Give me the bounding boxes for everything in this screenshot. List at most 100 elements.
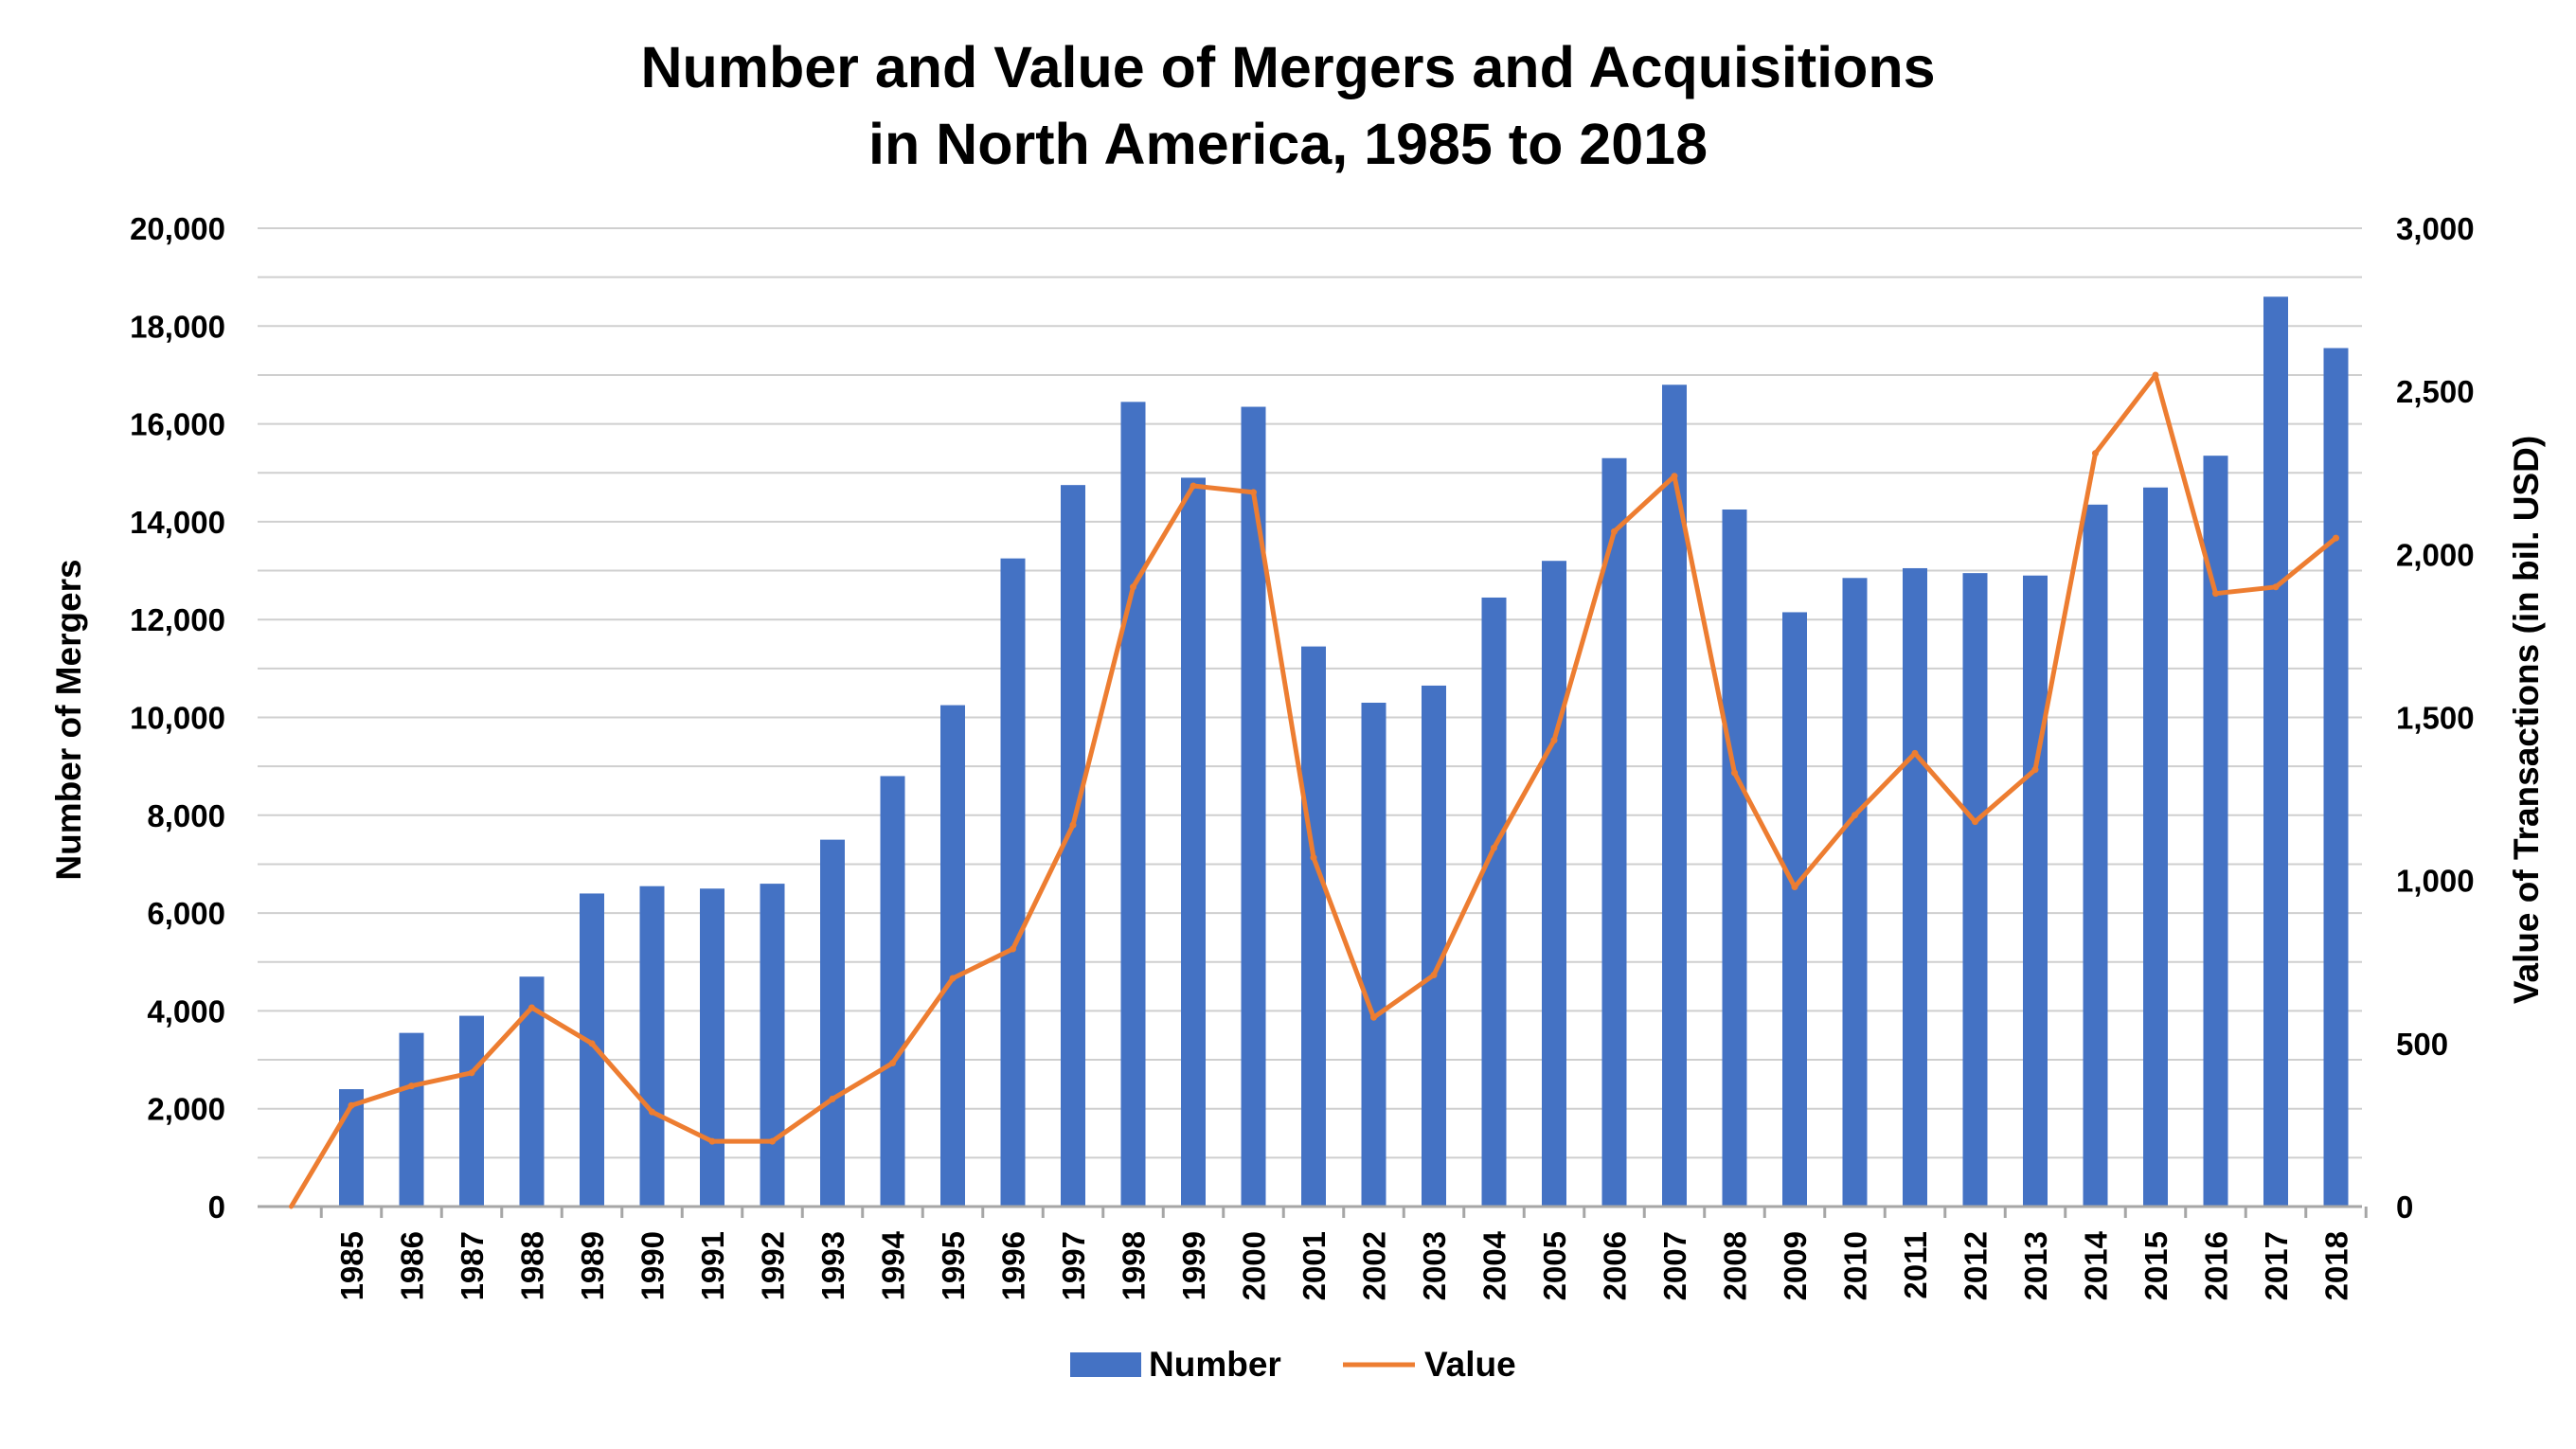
value-point-2013	[2031, 766, 2039, 774]
value-point-2007	[1671, 473, 1678, 480]
bar-1999	[1181, 477, 1206, 1207]
value-point-2015	[2152, 371, 2159, 379]
x-tick-label-2011: 2011	[1898, 1231, 1933, 1299]
right-tick-label: 1,500	[2396, 701, 2475, 736]
value-point-2003	[1430, 972, 1438, 979]
bar-1996	[1000, 558, 1026, 1207]
bar-2016	[2203, 456, 2228, 1207]
right-tick-label: 3,000	[2396, 211, 2475, 246]
bar-2004	[1481, 597, 1507, 1207]
right-tick-label: 0	[2396, 1190, 2413, 1225]
value-point-1991	[708, 1137, 716, 1145]
x-tick-label-2009: 2009	[1778, 1231, 1813, 1300]
x-tick-label-2018: 2018	[2319, 1231, 2354, 1300]
bar-2013	[2023, 575, 2048, 1207]
left-tick-label: 16,000	[130, 407, 225, 442]
value-point-2004	[1491, 844, 1497, 851]
value-point-2002	[1370, 1013, 1377, 1021]
chart-title-line-2: in North America, 1985 to 2018	[868, 112, 1708, 176]
bar-series-number	[339, 296, 2349, 1208]
right-axis-ticks: 0 500 1,000 1,500 2,000 2,500 3,000	[2396, 211, 2475, 1225]
legend-label-value: Value	[1424, 1345, 1516, 1384]
bar-2002	[1361, 703, 1386, 1207]
x-tick-label-1998: 1998	[1117, 1231, 1152, 1300]
line-series-value	[289, 371, 2339, 1209]
x-tick-label-1995: 1995	[936, 1231, 971, 1300]
x-tick-label-1991: 1991	[695, 1231, 730, 1300]
value-point-1993	[829, 1095, 836, 1102]
x-tick-label-2007: 2007	[1657, 1231, 1692, 1300]
x-tick-label-1993: 1993	[815, 1231, 850, 1300]
right-axis-label: Value of Transactions (in bil. USD)	[2507, 436, 2546, 1004]
value-point-2018	[2333, 534, 2339, 542]
value-point-1996	[1010, 945, 1016, 953]
right-tick-label: 1,000	[2396, 864, 2475, 899]
x-tick-label-2002: 2002	[1357, 1231, 1392, 1300]
bar-2001	[1301, 646, 1326, 1207]
bar-2009	[1782, 612, 1807, 1207]
left-axis-ticks: 0 2,000 4,000 6,000 8,000 10,000 12,000 14,000 1…	[130, 211, 225, 1225]
right-tick-label: 2,000	[2396, 537, 2475, 572]
left-tick-label: 20,000	[130, 211, 225, 246]
value-point-2000	[1250, 489, 1257, 496]
value-point-2009	[1791, 884, 1798, 891]
left-tick-label: 18,000	[130, 309, 225, 344]
left-tick-label: 6,000	[147, 896, 225, 931]
right-tick-label: 2,500	[2396, 374, 2475, 409]
left-tick-label: 12,000	[130, 602, 225, 637]
bar-1993	[820, 839, 845, 1207]
bar-2015	[2143, 487, 2168, 1207]
value-point-2016	[2212, 590, 2219, 598]
value-point-2017	[2272, 583, 2280, 591]
value-point-1997	[1069, 821, 1077, 829]
bar-2014	[2083, 504, 2108, 1207]
x-tick-label-1999: 1999	[1176, 1231, 1211, 1300]
bar-2012	[1962, 573, 1988, 1207]
legend-label-number: Number	[1149, 1345, 1281, 1384]
value-point-2012	[1972, 818, 1978, 826]
chart-title-line-1: Number and Value of Mergers and Acquisit…	[640, 35, 1935, 99]
bar-2010	[1842, 578, 1868, 1207]
value-point-2008	[1731, 769, 1738, 777]
left-tick-label: 14,000	[130, 505, 225, 540]
x-tick-label-2006: 2006	[1598, 1231, 1633, 1300]
value-point-2001	[1310, 854, 1317, 862]
x-tick-label-1985: 1985	[334, 1231, 369, 1300]
bar-1992	[760, 884, 785, 1207]
x-tick-label-1987: 1987	[455, 1231, 490, 1300]
value-point-1989	[588, 1040, 596, 1047]
x-tick-label-2016: 2016	[2199, 1231, 2234, 1300]
x-tick-label-1989: 1989	[575, 1231, 610, 1300]
x-tick-label-2010: 2010	[1838, 1231, 1873, 1300]
bar-2000	[1241, 406, 1266, 1208]
bar-1994	[880, 776, 905, 1207]
chart-title: Number and Value of Mergers and Acquisit…	[640, 35, 1935, 176]
left-tick-label: 4,000	[147, 993, 225, 1029]
value-point-2010	[1852, 812, 1858, 819]
x-tick-label-2004: 2004	[1477, 1230, 1512, 1300]
bar-1998	[1120, 402, 1146, 1207]
x-tick-label-2015: 2015	[2138, 1231, 2174, 1300]
value-point-1998	[1130, 583, 1136, 591]
bar-1986	[399, 1032, 424, 1207]
axes	[258, 1205, 2368, 1218]
value-point-1988	[528, 1004, 535, 1011]
value-point-1994	[889, 1059, 896, 1066]
bar-2017	[2263, 296, 2288, 1207]
x-tick-label-1996: 1996	[996, 1231, 1031, 1300]
x-axis-ticks: 1985 1986 1987 1988 1989 1990 1991 1992 1993 1994…	[334, 1230, 2354, 1300]
value-point-1985	[348, 1101, 355, 1109]
value-point-2005	[1550, 737, 1558, 744]
bar-1990	[639, 886, 665, 1207]
bar-2018	[2323, 348, 2349, 1208]
left-tick-label: 0	[208, 1190, 225, 1225]
gridlines	[258, 227, 2362, 1159]
x-tick-label-2000: 2000	[1237, 1231, 1272, 1300]
x-tick-label-2012: 2012	[1959, 1231, 1994, 1300]
value-point-1995	[949, 975, 957, 982]
bar-1987	[459, 1015, 484, 1207]
bar-2003	[1422, 685, 1446, 1207]
x-tick-label-1994: 1994	[876, 1230, 911, 1300]
value-point-1987	[468, 1069, 475, 1077]
